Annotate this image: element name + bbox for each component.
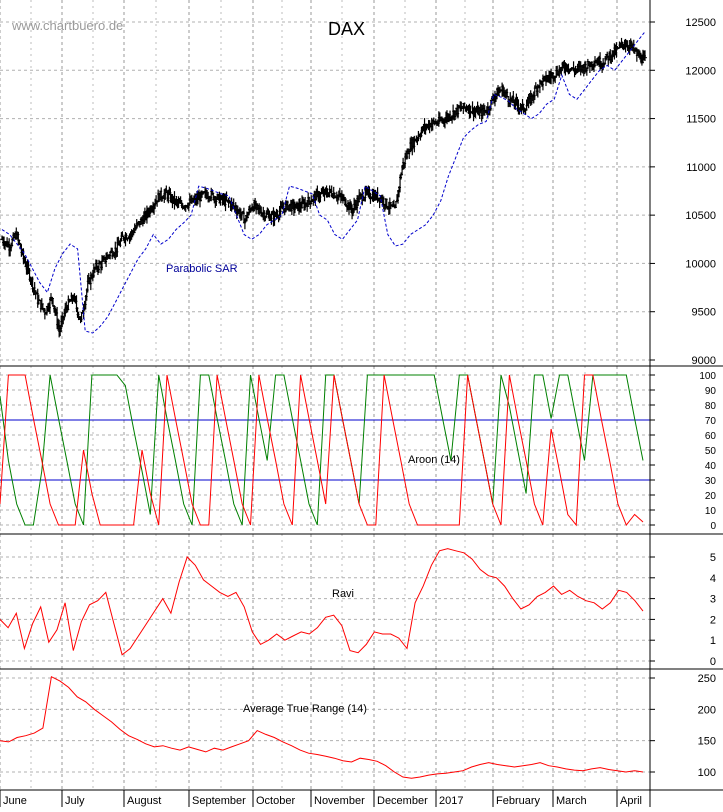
ravi-line: [0, 548, 644, 656]
y-tick-label: 10: [705, 506, 717, 517]
x-tick-label: June: [3, 795, 27, 807]
price-panel-title: DAX: [328, 19, 365, 39]
y-tick-label: 3: [710, 594, 716, 606]
y-tick-label: 4: [710, 573, 716, 585]
y-tick-label: 100: [698, 767, 716, 779]
x-tick-label: 2017: [439, 795, 463, 807]
aroon-up-line: [0, 374, 644, 526]
y-tick-label: 60: [705, 431, 717, 442]
label-layer: www.chartbuero.de DAX Parabolic SAR Aroo…: [3, 17, 716, 807]
y-tick-label: 70: [705, 416, 717, 427]
y-tick-label: 2: [710, 614, 716, 626]
x-tick-label: August: [127, 795, 161, 807]
y-tick-label: 9000: [692, 355, 716, 367]
y-tick-label: 12000: [685, 65, 716, 77]
y-tick-label: 0: [710, 521, 716, 532]
y-tick-label: 30: [705, 476, 717, 487]
series-layer: [0, 31, 650, 779]
y-tick-label: 40: [705, 461, 717, 472]
y-tick-label: 10500: [685, 210, 716, 222]
x-tick-label: October: [256, 795, 295, 807]
y-tick-label: 80: [705, 401, 717, 412]
x-tick-label: July: [65, 795, 85, 807]
parabolic-sar-line: [1, 31, 646, 334]
x-tick-label: March: [556, 795, 587, 807]
y-tick-label: 9500: [692, 307, 716, 319]
y-tick-label: 150: [698, 736, 716, 748]
y-tick-label: 250: [698, 673, 716, 685]
aroon-down-line: [0, 374, 644, 527]
x-tick-label: February: [496, 795, 541, 807]
watermark: www.chartbuero.de: [11, 18, 123, 33]
atr-line: [0, 675, 644, 779]
y-tick-label: 12500: [685, 17, 716, 29]
y-tick-label: 5: [710, 552, 716, 564]
y-tick-label: 11500: [686, 114, 716, 126]
sar-label: Parabolic SAR: [166, 263, 238, 275]
x-tick-label: December: [377, 795, 428, 807]
y-tick-label: 200: [698, 704, 716, 716]
y-tick-label: 90: [705, 386, 717, 397]
y-tick-label: 50: [705, 446, 717, 457]
y-tick-label: 0: [710, 656, 716, 668]
ravi-panel-title: Ravi: [332, 588, 354, 600]
y-tick-label: 100: [699, 371, 716, 382]
y-tick-label: 10000: [685, 258, 716, 270]
x-tick-label: November: [314, 795, 365, 807]
y-tick-label: 20: [705, 491, 717, 502]
aroon-panel-title: Aroon (14): [408, 454, 460, 466]
y-tick-label: 1: [710, 635, 716, 647]
atr-panel-title: Average True Range (14): [243, 703, 367, 715]
x-tick-label: September: [192, 795, 246, 807]
x-tick-label: April: [620, 795, 642, 807]
y-tick-label: 11000: [686, 162, 716, 174]
